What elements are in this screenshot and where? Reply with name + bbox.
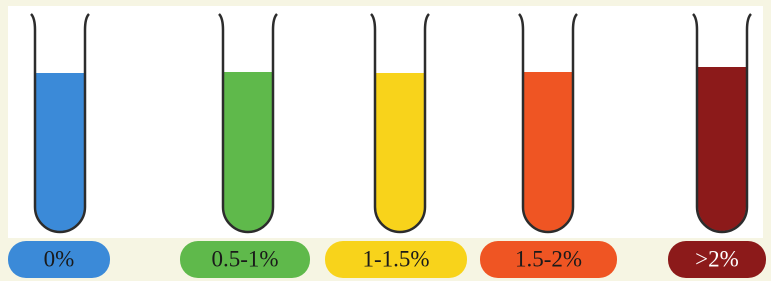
liquid bbox=[376, 73, 424, 231]
tube-label: 0.5-1% bbox=[211, 246, 278, 271]
liquid bbox=[698, 67, 746, 231]
tube-label: 0% bbox=[44, 246, 75, 271]
illustration: 0% 0.5-1% 1-1.5% 1.5-2% >2% bbox=[0, 0, 771, 281]
tube-label: >2% bbox=[695, 246, 739, 271]
tube-label: 1-1.5% bbox=[362, 246, 429, 271]
liquid bbox=[524, 72, 572, 231]
liquid bbox=[224, 72, 272, 231]
tube-label: 1.5-2% bbox=[515, 246, 582, 271]
page: 0%0.5-1%1-1.5%1.5-2%>2% (() => { const d… bbox=[0, 0, 771, 281]
liquid bbox=[36, 73, 84, 231]
